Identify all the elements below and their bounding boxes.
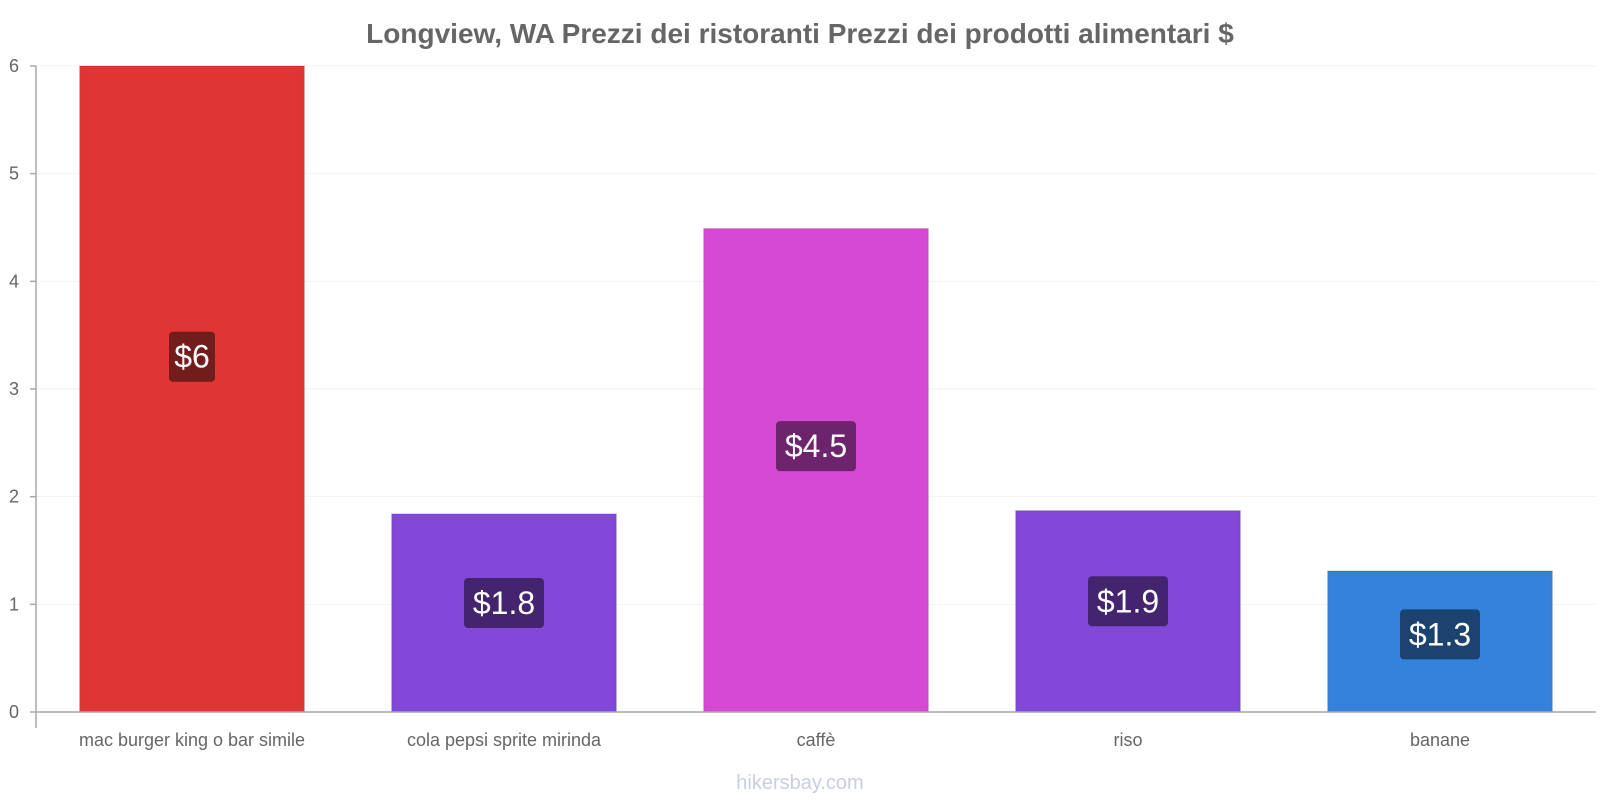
y-tick-label: 4	[9, 271, 19, 291]
value-label: $4.5	[785, 428, 847, 464]
x-category-label: banane	[1410, 730, 1470, 750]
x-category-label: cola pepsi sprite mirinda	[407, 730, 602, 750]
y-ticks: 0 1 2 3 4 5 6	[9, 56, 36, 722]
x-category-label: riso	[1113, 730, 1142, 750]
value-label-box	[1400, 609, 1480, 660]
value-label-box	[464, 578, 544, 629]
value-label-box	[169, 331, 215, 382]
chart-title: Longview, WA Prezzi dei ristoranti Prezz…	[366, 18, 1234, 49]
x-category-label: mac burger king o bar simile	[79, 730, 305, 750]
bar	[79, 65, 305, 713]
x-labels: mac burger king o bar simile cola pepsi s…	[79, 730, 1470, 750]
x-category-label: caffè	[797, 730, 836, 750]
y-tick-label: 2	[9, 487, 19, 507]
y-tick-label: 0	[9, 702, 19, 722]
value-label-box	[1088, 576, 1168, 627]
value-label: $1.9	[1097, 583, 1159, 619]
value-labels: $6 $1.8 $4.5 $1.9 $1.3	[169, 331, 1480, 660]
y-tick-label: 1	[9, 594, 19, 614]
bars	[79, 65, 1553, 713]
y-tick-label: 3	[9, 379, 19, 399]
value-label: $6	[174, 339, 210, 375]
axes	[35, 66, 1596, 728]
y-tick-label: 5	[9, 164, 19, 184]
value-label: $1.8	[473, 585, 535, 621]
y-tick-label: 6	[9, 56, 19, 76]
value-label: $1.3	[1409, 616, 1471, 652]
value-label-box	[776, 421, 856, 472]
footer-watermark: hikersbay.com	[736, 772, 863, 794]
